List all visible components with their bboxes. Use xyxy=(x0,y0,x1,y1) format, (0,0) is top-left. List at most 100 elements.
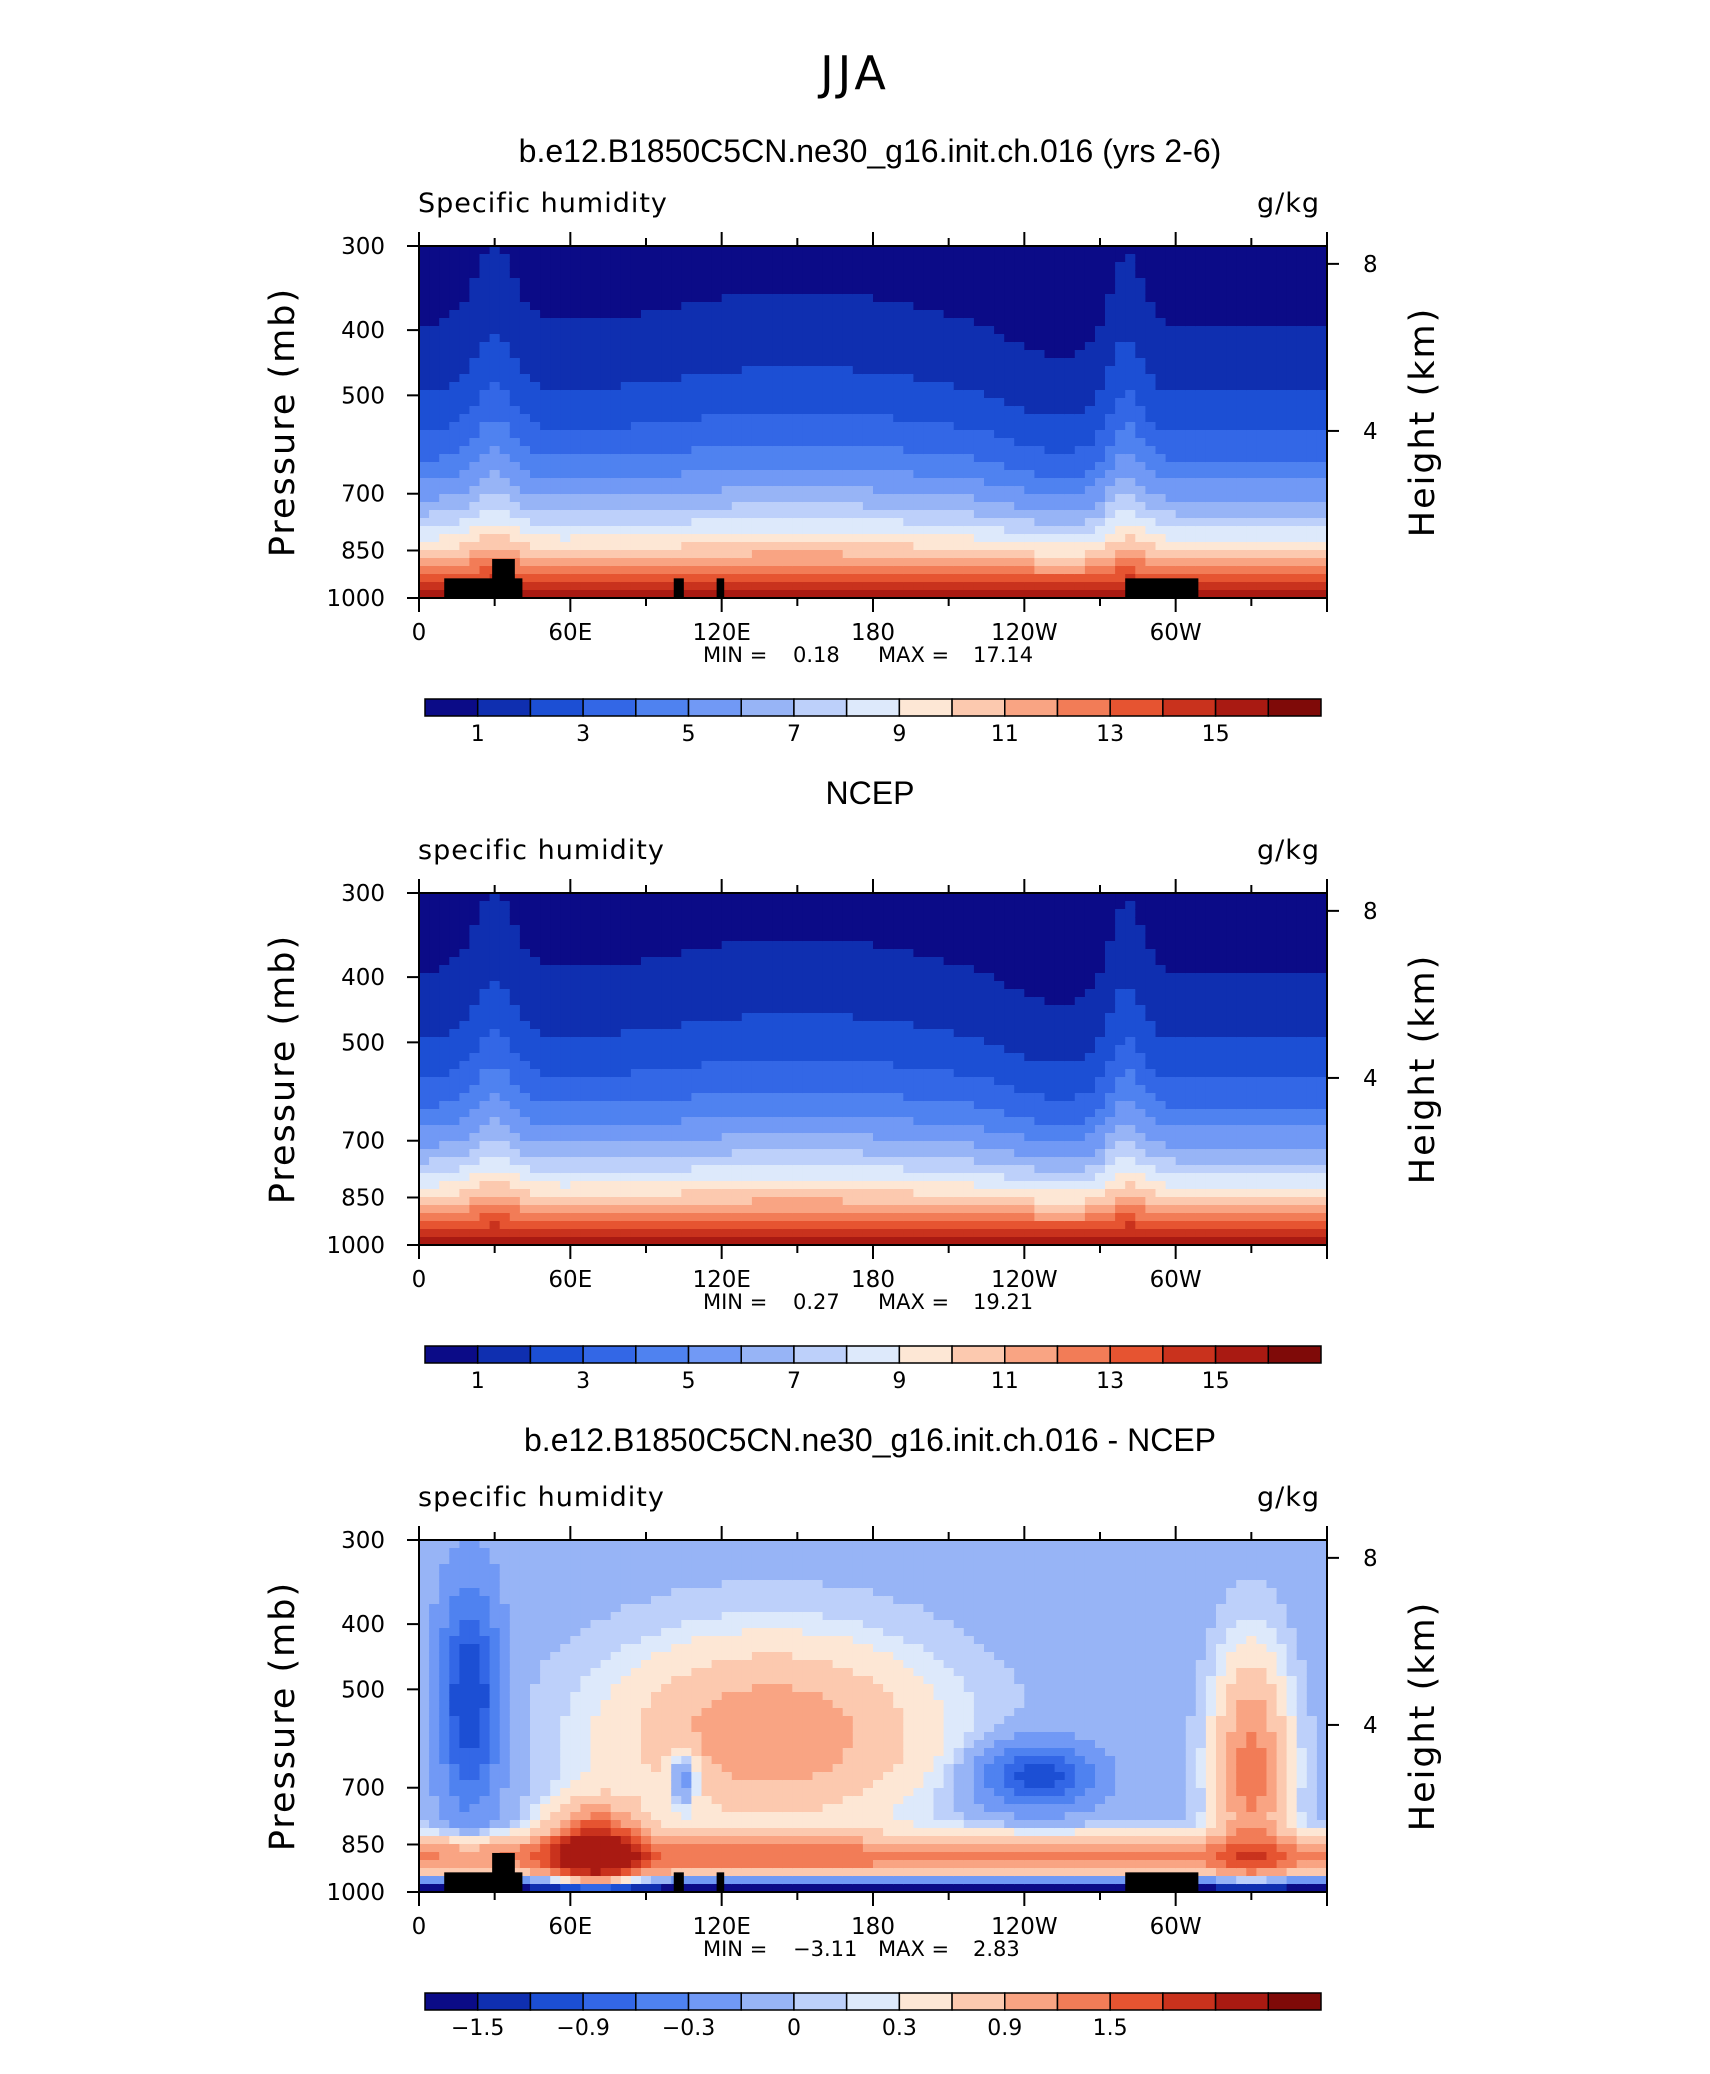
field-cell xyxy=(540,949,551,958)
field-cell xyxy=(419,1069,430,1078)
field-cell xyxy=(1175,526,1187,535)
field-cell xyxy=(731,486,743,495)
field-cell xyxy=(822,454,834,463)
field-cell xyxy=(1034,414,1046,423)
field-cell xyxy=(1266,430,1278,439)
field-cell xyxy=(883,326,894,335)
field-cell xyxy=(600,406,612,415)
field-cell xyxy=(519,941,531,950)
field-cell xyxy=(842,462,854,471)
field-cell xyxy=(1306,430,1318,439)
field-cell xyxy=(913,334,925,343)
field-cell xyxy=(772,374,783,383)
field-cell xyxy=(741,334,753,343)
field-cell xyxy=(1044,558,1056,567)
field-cell xyxy=(1286,430,1298,439)
field-cell xyxy=(852,470,864,479)
field-cell xyxy=(1084,326,1096,335)
field-cell xyxy=(459,1133,471,1142)
field-cell xyxy=(630,390,642,399)
field-cell xyxy=(1226,510,1237,519)
field-cell xyxy=(1135,582,1146,591)
field-cell xyxy=(449,534,460,543)
field-cell xyxy=(580,1125,592,1134)
field-cell xyxy=(832,510,844,519)
field-cell xyxy=(862,342,874,351)
field-cell xyxy=(519,246,531,255)
field-cell xyxy=(540,566,551,575)
field-cell xyxy=(419,1005,430,1014)
field-cell xyxy=(1115,470,1126,479)
field-cell xyxy=(651,246,662,255)
field-cell xyxy=(772,366,783,375)
field-cell xyxy=(852,462,864,471)
field-cell xyxy=(1024,414,1035,423)
field-cell xyxy=(1306,574,1318,583)
field-cell xyxy=(963,270,975,279)
field-cell xyxy=(812,366,824,375)
field-cell xyxy=(449,1053,460,1062)
field-cell xyxy=(509,390,521,399)
field-cell xyxy=(600,1157,612,1166)
field-cell xyxy=(873,262,884,271)
field-cell xyxy=(499,382,511,391)
field-cell xyxy=(1165,542,1177,551)
field-cell xyxy=(822,326,834,335)
field-cell xyxy=(1145,270,1157,279)
field-cell xyxy=(499,933,511,942)
field-cell xyxy=(641,502,652,511)
field-cell xyxy=(429,1173,440,1182)
field-cell xyxy=(509,1029,521,1038)
field-cell xyxy=(933,518,945,527)
field-cell xyxy=(479,262,491,271)
field-cell xyxy=(610,925,622,934)
field-cell xyxy=(429,1077,440,1086)
field-cell xyxy=(1014,358,1025,367)
field-cell xyxy=(509,406,521,415)
field-cell xyxy=(550,374,561,383)
field-cell xyxy=(509,318,521,327)
field-cell xyxy=(1004,286,1015,295)
field-cell xyxy=(953,390,965,399)
field-cell xyxy=(499,1213,511,1222)
field-cell xyxy=(630,486,642,495)
field-cell xyxy=(429,1149,440,1158)
field-cell xyxy=(1195,470,1207,479)
field-cell xyxy=(1256,486,1268,495)
field-cell xyxy=(873,518,884,527)
field-cell xyxy=(802,366,814,375)
field-cell xyxy=(994,390,1005,399)
field-cell xyxy=(883,446,894,455)
field-cell xyxy=(600,294,612,303)
field-cell xyxy=(842,270,854,279)
field-cell xyxy=(1014,470,1025,479)
field-cell xyxy=(1226,254,1237,263)
field-cell xyxy=(479,917,491,926)
field-cell xyxy=(933,278,945,287)
field-cell xyxy=(550,558,561,567)
field-cell xyxy=(973,326,985,335)
field-cell xyxy=(1034,470,1046,479)
field-cell xyxy=(540,1197,551,1206)
field-cell xyxy=(1105,550,1116,559)
field-cell xyxy=(630,550,642,559)
field-cell xyxy=(721,262,733,271)
field-cell xyxy=(570,486,581,495)
field-cell xyxy=(1024,550,1035,559)
field-cell xyxy=(691,550,703,559)
field-cell xyxy=(953,582,965,591)
field-cell xyxy=(620,1085,632,1094)
field-cell xyxy=(681,518,692,527)
field-cell xyxy=(953,294,965,303)
field-cell xyxy=(1296,470,1308,479)
field-cell xyxy=(530,286,541,295)
field-cell xyxy=(1296,262,1308,271)
field-cell xyxy=(519,917,531,926)
field-cell xyxy=(630,917,642,926)
field-cell xyxy=(590,302,602,311)
field-cell xyxy=(792,414,803,423)
field-cell xyxy=(1165,414,1177,423)
field-cell xyxy=(822,590,834,599)
field-cell xyxy=(772,246,783,255)
field-cell xyxy=(570,294,581,303)
